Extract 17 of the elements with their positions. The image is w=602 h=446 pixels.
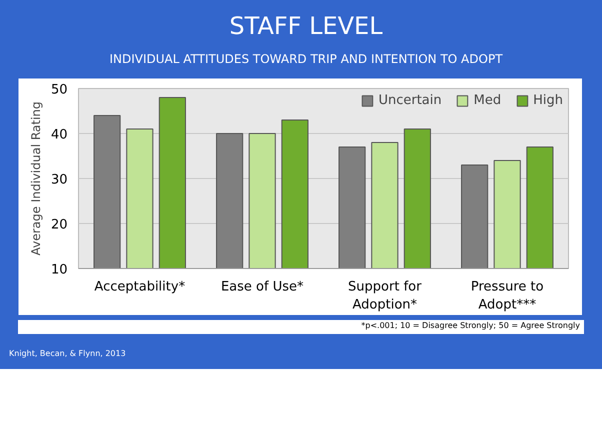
y-tick-label: 40 <box>50 128 68 142</box>
y-tick-label: 20 <box>50 218 68 232</box>
y-tick-label: 10 <box>50 262 68 278</box>
y-tick-label: 50 <box>50 82 68 98</box>
text: *p<.001; 10 = Disagree Strongly; 50 = Agree Strongly <box>361 320 580 332</box>
x-tick-label: Pressure to Adopt*** <box>470 280 544 312</box>
y-tick-label: 30 <box>50 172 68 188</box>
text: Knight, Becan, & Flynn, 2013 <box>9 348 126 360</box>
x-tick-label: Support for Adoption* <box>348 280 422 312</box>
x-tick-label: Ease of Use* <box>220 280 304 294</box>
legend-label: Med <box>474 93 502 108</box>
x-tick-label: Acceptability* <box>94 280 186 294</box>
chart-subtitle: INDIVIDUAL ATTITUDES TOWARD TRIP AND INTENTION TO ADOPT <box>109 51 503 68</box>
y-axis-title: Average Individual Rating <box>28 101 43 256</box>
chart-title: STAFF LEVEL <box>229 11 383 42</box>
legend-label: High <box>533 93 563 108</box>
legend-label: Uncertain <box>378 93 442 108</box>
